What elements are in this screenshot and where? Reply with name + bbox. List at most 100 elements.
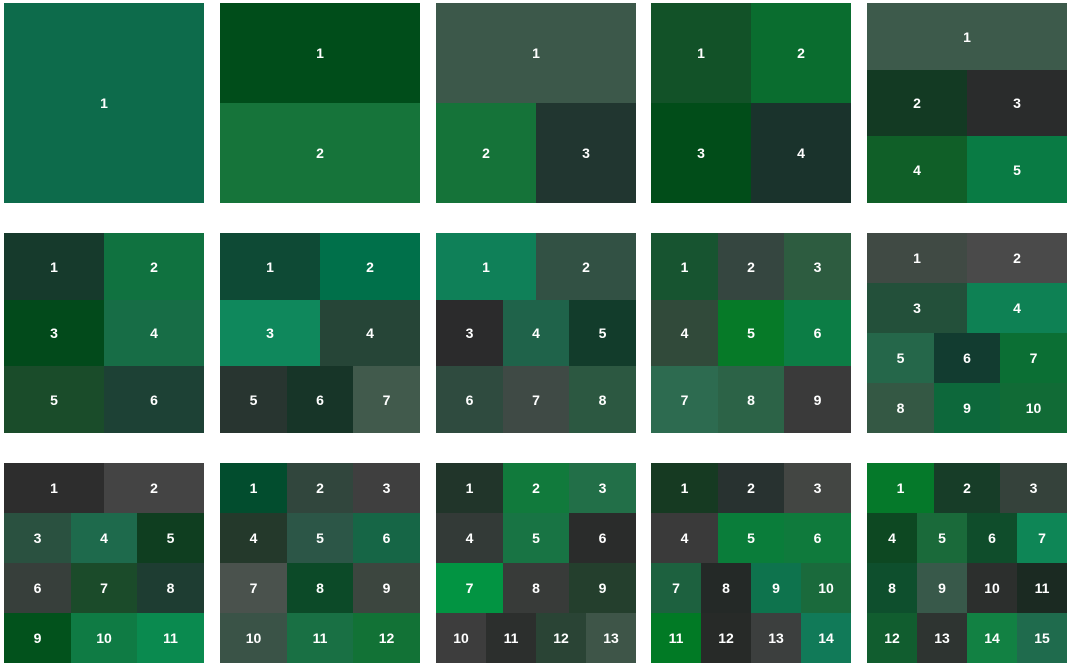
- panel-12-cell-8: 8: [287, 563, 353, 613]
- panel-11-cell-5: 5: [137, 513, 204, 563]
- panel-6-cell-3: 3: [4, 300, 104, 366]
- panel-11-cell-11: 11: [137, 613, 204, 663]
- panel-14-cell-10: 10: [801, 563, 851, 613]
- panel-12-cell-2: 2: [287, 463, 353, 513]
- panel-11-cell-9: 9: [4, 613, 71, 663]
- panel-8-cell-7: 7: [503, 366, 569, 433]
- panel-5-cell-4: 4: [867, 136, 967, 203]
- panel-9-cell-6: 6: [784, 300, 851, 366]
- panel-14-cell-8: 8: [701, 563, 751, 613]
- panel-7-cell-3: 3: [220, 300, 320, 366]
- panel-8-cell-1: 1: [436, 233, 536, 300]
- panel-8-cell-8: 8: [569, 366, 636, 433]
- panel-12-cell-12: 12: [353, 613, 420, 663]
- panel-9-cell-8: 8: [718, 366, 784, 433]
- panel-15-cell-1: 1: [867, 463, 934, 513]
- panel-11-cell-10: 10: [71, 613, 137, 663]
- panel-5-cell-3: 3: [967, 70, 1067, 136]
- panel-12-cell-3: 3: [353, 463, 420, 513]
- panel-14-cell-2: 2: [718, 463, 784, 513]
- panel-4-cell-2: 2: [751, 3, 851, 103]
- panel-7-cell-4: 4: [320, 300, 420, 366]
- panel-15-cell-13: 13: [917, 613, 967, 663]
- panel-13: 1 2 3 4 5 6 7 8 9 10 11 12 13: [436, 463, 636, 663]
- panel-10-cell-8: 8: [867, 383, 934, 433]
- panel-5-cell-1: 1: [867, 3, 1067, 70]
- panel-12-cell-6: 6: [353, 513, 420, 563]
- panel-14-cell-4: 4: [651, 513, 718, 563]
- panel-12-cell-9: 9: [353, 563, 420, 613]
- panel-13-cell-4: 4: [436, 513, 503, 563]
- panel-14: 1 2 3 4 5 6 7 8 9 10 11 12 13 14: [651, 463, 851, 663]
- panel-14-cell-9: 9: [751, 563, 801, 613]
- panel-3-cell-2: 2: [436, 103, 536, 203]
- panel-14-cell-5: 5: [718, 513, 784, 563]
- panel-10-cell-7: 7: [1000, 333, 1067, 383]
- panel-10-cell-2: 2: [967, 233, 1067, 283]
- panel-3-cell-3: 3: [536, 103, 636, 203]
- panel-15-cell-12: 12: [867, 613, 917, 663]
- panel-14-cell-13: 13: [751, 613, 801, 663]
- panel-13-cell-3: 3: [569, 463, 636, 513]
- panel-9-cell-7: 7: [651, 366, 718, 433]
- panel-9-cell-2: 2: [718, 233, 784, 300]
- panel-12: 1 2 3 4 5 6 7 8 9 10 11 12: [220, 463, 420, 663]
- panel-9-cell-9: 9: [784, 366, 851, 433]
- panel-7-cell-7: 7: [353, 366, 420, 433]
- panel-15-cell-14: 14: [967, 613, 1017, 663]
- panel-7-cell-2: 2: [320, 233, 420, 300]
- panel-12-cell-11: 11: [287, 613, 353, 663]
- panel-8-cell-5: 5: [569, 300, 636, 366]
- panel-15-cell-2: 2: [934, 463, 1000, 513]
- panel-15-cell-11: 11: [1017, 563, 1067, 613]
- panel-4-cell-1: 1: [651, 3, 751, 103]
- panel-10-cell-5: 5: [867, 333, 934, 383]
- panel-9-cell-1: 1: [651, 233, 718, 300]
- panel-10-cell-3: 3: [867, 283, 967, 333]
- panel-13-cell-12: 12: [536, 613, 586, 663]
- panel-11-cell-4: 4: [71, 513, 137, 563]
- panel-13-cell-10: 10: [436, 613, 486, 663]
- panel-14-cell-3: 3: [784, 463, 851, 513]
- panel-14-cell-7: 7: [651, 563, 701, 613]
- panel-3-cell-1: 1: [436, 3, 636, 103]
- panel-14-cell-6: 6: [784, 513, 851, 563]
- panel-12-cell-4: 4: [220, 513, 287, 563]
- panel-8-cell-2: 2: [536, 233, 636, 300]
- panel-12-cell-1: 1: [220, 463, 287, 513]
- panel-6-cell-5: 5: [4, 366, 104, 433]
- panel-15-cell-9: 9: [917, 563, 967, 613]
- panel-11-cell-7: 7: [71, 563, 137, 613]
- panel-7-cell-1: 1: [220, 233, 320, 300]
- panel-14-cell-12: 12: [701, 613, 751, 663]
- panel-5-cell-5: 5: [967, 136, 1067, 203]
- panel-12-cell-10: 10: [220, 613, 287, 663]
- panel-10-cell-4: 4: [967, 283, 1067, 333]
- panel-1: 1: [4, 3, 204, 203]
- panel-14-cell-14: 14: [801, 613, 851, 663]
- panel-7-cell-5: 5: [220, 366, 287, 433]
- panel-10-cell-9: 9: [934, 383, 1000, 433]
- panel-10-cell-6: 6: [934, 333, 1000, 383]
- panel-4-cell-3: 3: [651, 103, 751, 203]
- panel-13-cell-13: 13: [586, 613, 636, 663]
- panel-8-cell-4: 4: [503, 300, 569, 366]
- panel-15-cell-8: 8: [867, 563, 917, 613]
- panel-1-cell-1: 1: [4, 3, 204, 203]
- panel-15-cell-6: 6: [967, 513, 1017, 563]
- panel-13-cell-2: 2: [503, 463, 569, 513]
- panel-9-cell-5: 5: [718, 300, 784, 366]
- panel-6-cell-2: 2: [104, 233, 204, 300]
- panel-13-cell-7: 7: [436, 563, 503, 613]
- panel-11-cell-3: 3: [4, 513, 71, 563]
- panel-5-cell-2: 2: [867, 70, 967, 136]
- panel-2-cell-1: 1: [220, 3, 420, 103]
- panel-13-cell-11: 11: [486, 613, 536, 663]
- panel-12-cell-5: 5: [287, 513, 353, 563]
